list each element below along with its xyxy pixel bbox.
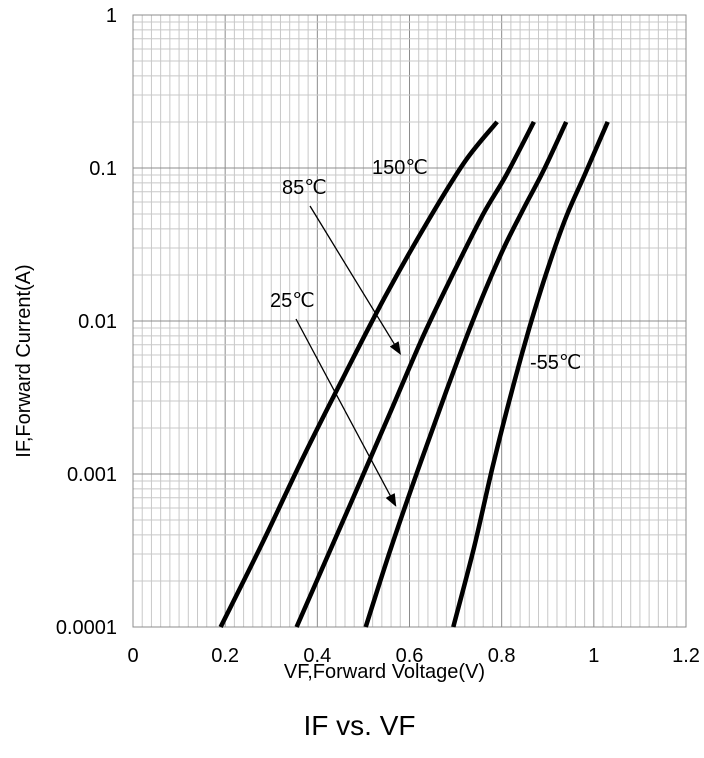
x-tick-label: 0 <box>127 645 138 667</box>
chart-title: IF vs. VF <box>304 710 416 741</box>
y-tick-label: 0.001 <box>67 464 117 486</box>
x-tick-label: 1 <box>588 645 599 667</box>
series-line <box>294 120 536 628</box>
annotation-arrow <box>295 318 397 507</box>
x-tick-label: 0.2 <box>211 645 239 667</box>
annotations: 150℃ 85℃ 25℃ -55℃ <box>270 157 581 507</box>
y-tick-label: 0.0001 <box>56 617 117 639</box>
series-lines <box>218 120 610 629</box>
annotation-arrow <box>309 205 401 355</box>
y-tick-label: 1 <box>106 5 117 27</box>
x-tick-label: 0.6 <box>396 645 424 667</box>
series-line <box>218 120 499 629</box>
annotation-label: 150℃ <box>372 157 428 179</box>
x-tick-label: 1.2 <box>672 645 700 667</box>
x-tick-label: 0.4 <box>303 645 331 667</box>
annotation-label: 85℃ <box>282 177 327 199</box>
annotation-label: -55℃ <box>530 352 581 374</box>
plot-area-frame <box>132 14 687 628</box>
x-axis-label: VF,Forward Voltage(V) <box>284 661 485 683</box>
tick-labels: 0 0.2 0.4 0.6 0.8 1 1.2 0.0001 0.001 0.01 0.1 1 <box>56 5 700 667</box>
annotation-label: 25℃ <box>270 290 315 312</box>
x-tick-label: 0.8 <box>488 645 516 667</box>
series-line <box>363 120 569 628</box>
gridlines <box>132 15 687 628</box>
y-tick-label: 0.01 <box>78 311 117 333</box>
series-line <box>451 120 610 628</box>
y-tick-label: 0.1 <box>89 158 117 180</box>
y-axis-label: IF,Forward Current(A) <box>13 264 35 457</box>
